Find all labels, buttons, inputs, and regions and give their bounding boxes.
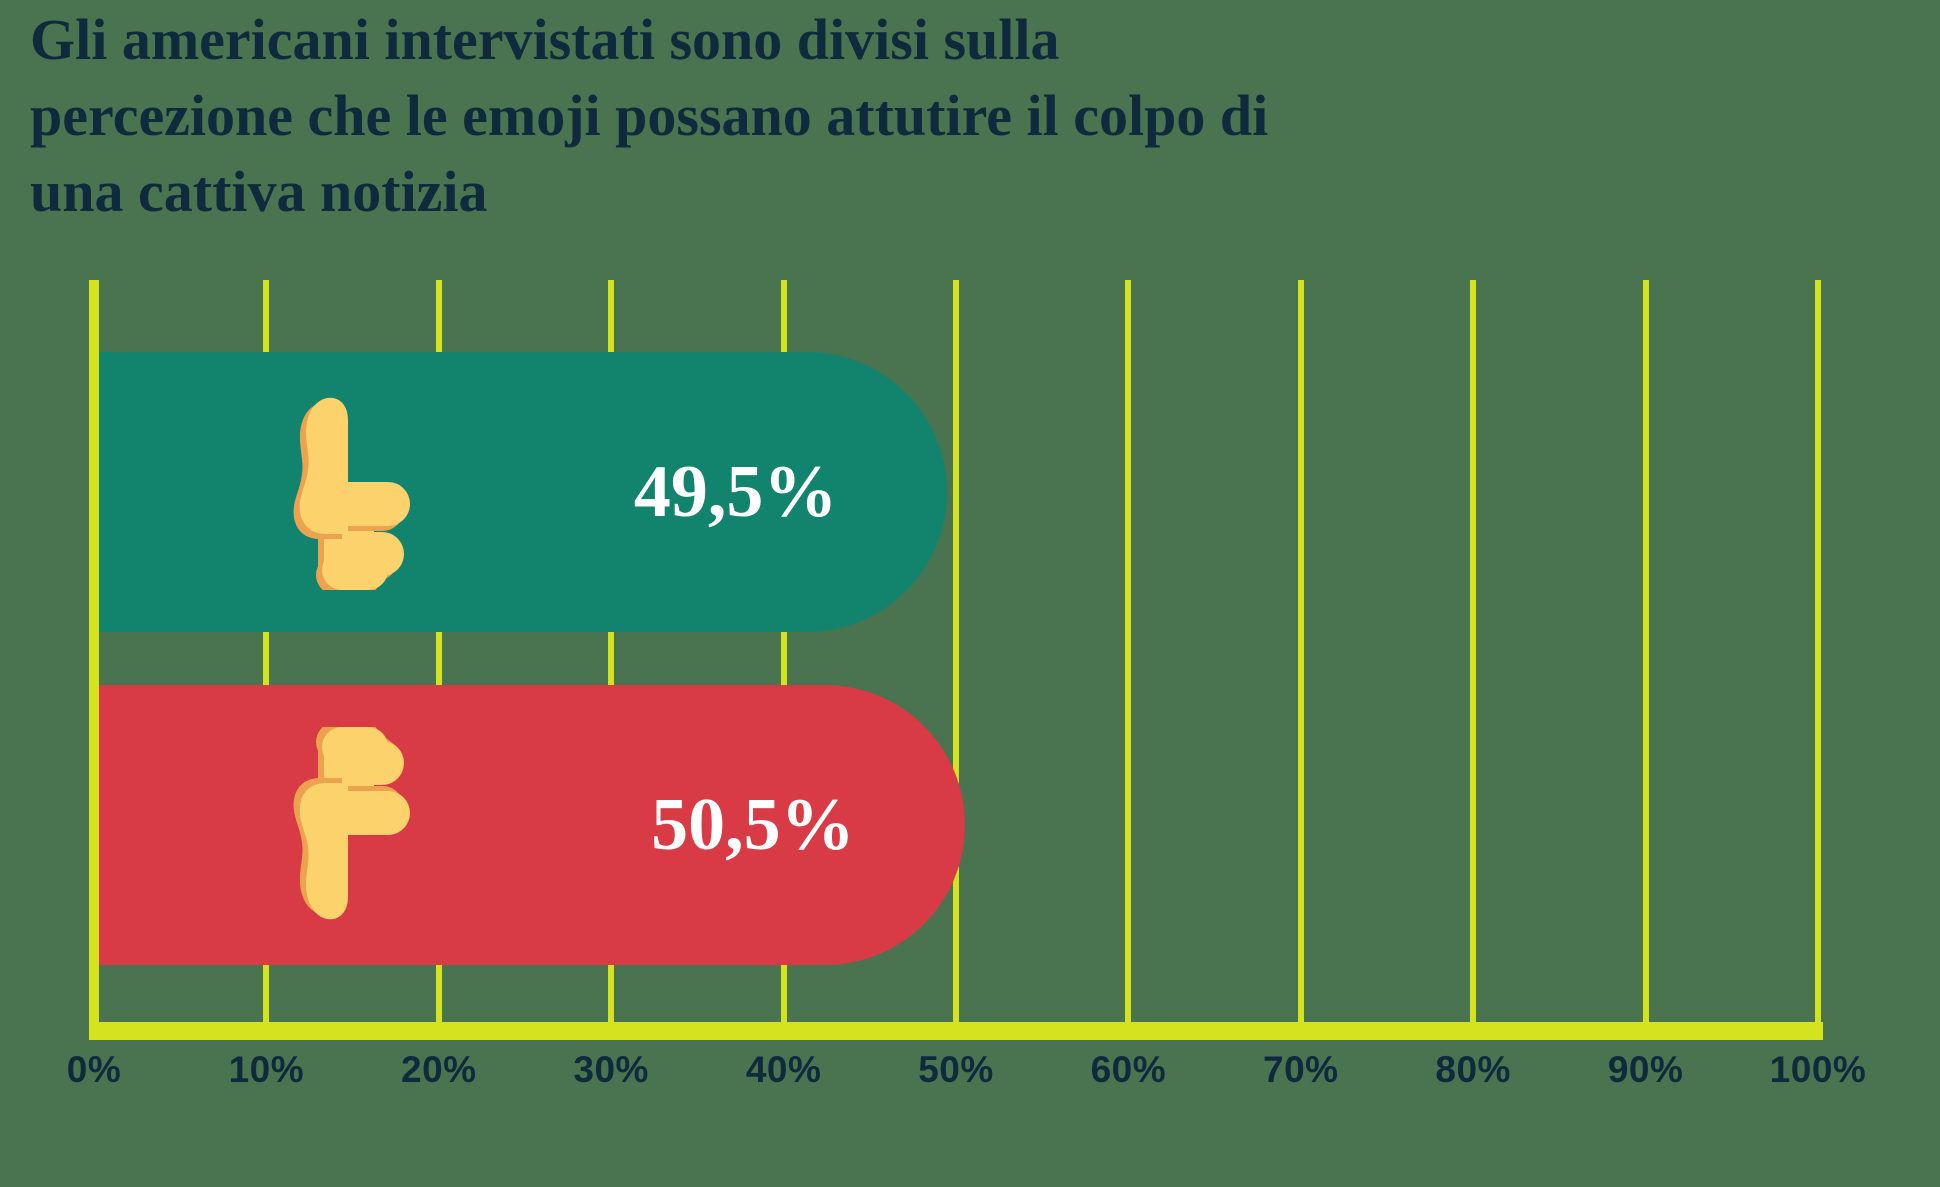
x-axis-tick-label: 40% xyxy=(745,1049,822,1090)
x-axis-tick-label: 0% xyxy=(66,1049,122,1090)
gridline xyxy=(1815,280,1821,1040)
bar-value-label: 49,5% xyxy=(633,450,838,533)
x-axis-tick-label: 10% xyxy=(228,1049,305,1090)
chart-title-line: una cattiva notizia xyxy=(30,159,488,224)
bar-thumbs-down: 50,5% xyxy=(99,685,965,965)
gridline xyxy=(263,280,270,1040)
gridline xyxy=(953,280,959,1040)
y-axis-line xyxy=(89,280,99,1040)
bar-value-label: 50,5% xyxy=(651,783,855,866)
x-axis-tick-label: 20% xyxy=(401,1049,477,1090)
gridline xyxy=(1470,280,1477,1040)
x-axis-tick-label: 50% xyxy=(918,1049,994,1090)
x-axis-tick-label: 30% xyxy=(573,1049,649,1090)
gridline xyxy=(435,280,442,1040)
x-axis-baseline xyxy=(89,1022,1823,1040)
x-axis-tick-label: 90% xyxy=(1607,1049,1684,1090)
gridline xyxy=(780,280,787,1040)
chart-title: Gli americani intervistati sono divisi s… xyxy=(30,2,1850,230)
gridline xyxy=(1642,280,1649,1040)
gridline xyxy=(608,280,615,1040)
x-axis-tick-label: 70% xyxy=(1263,1049,1339,1090)
x-axis-tick-label: 80% xyxy=(1435,1049,1511,1090)
gridline xyxy=(1125,280,1132,1040)
thumbs-down-icon xyxy=(293,727,410,920)
x-axis-tick-label: 100% xyxy=(1769,1049,1867,1090)
x-axis-tick-label: 60% xyxy=(1090,1049,1167,1090)
chart-title-line: Gli americani intervistati sono divisi s… xyxy=(30,7,1060,72)
bar-thumbs-up: 49,5% xyxy=(99,352,948,632)
thumbs-up-icon xyxy=(293,397,410,590)
chart-title-line: percezione che le emoji possano attutire… xyxy=(30,83,1269,148)
gridline xyxy=(1297,280,1304,1040)
